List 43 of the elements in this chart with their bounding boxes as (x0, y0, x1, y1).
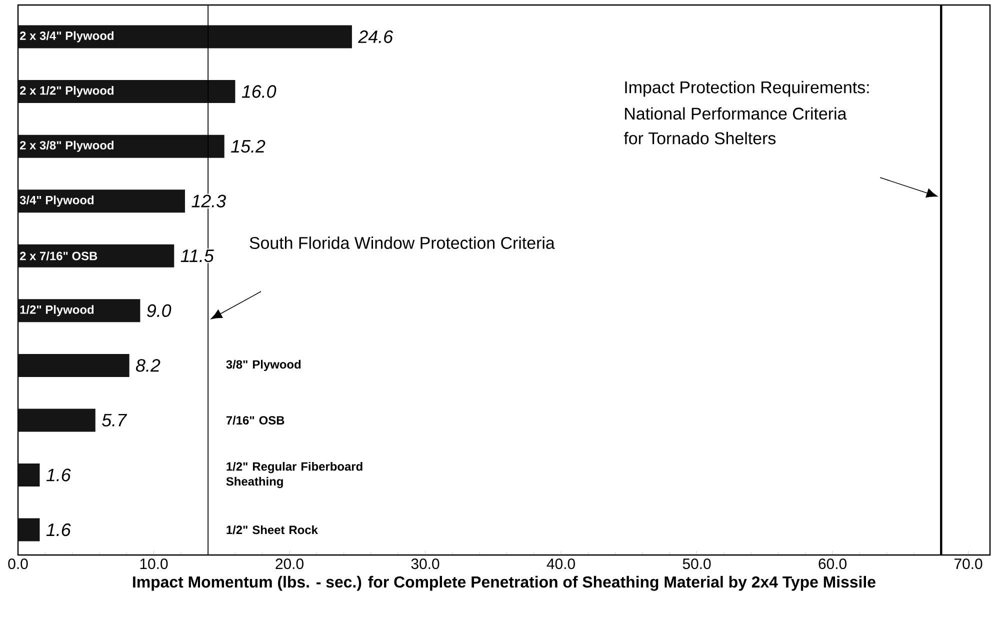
data-label: 1.6 (46, 523, 71, 536)
bar (18, 518, 40, 542)
bar (18, 464, 40, 487)
x-tick-label: 60.0 (818, 558, 846, 570)
y-tick-label: 3/8" Plywood (226, 360, 301, 372)
data-label: 12.3 (192, 194, 226, 208)
bar (18, 80, 236, 104)
x-tick-label: 50.0 (682, 558, 711, 570)
data-label: 5.7 (102, 414, 128, 426)
annotation: South Florida Window Protection Criteria (250, 236, 555, 249)
bar (18, 408, 96, 432)
annotation: National Performance Criteria (625, 107, 847, 120)
data-label: 8.2 (136, 359, 160, 372)
y-tick-label: 1/2" Sheet Rock (226, 525, 318, 534)
annotation: for Tornado Shelters (624, 132, 776, 144)
y-tick-label: 7/16" OSB (226, 416, 284, 425)
y-tick-label: 2 x 3/4" Plywood (20, 31, 114, 42)
data-label: 16.0 (242, 85, 276, 98)
annotation: Impact Protection Requirements: (625, 80, 869, 97)
y-tick-label: 2 x 3/8" Plywood (20, 140, 114, 152)
bar (18, 134, 224, 158)
x-tick-label: 40.0 (546, 558, 575, 570)
bar (18, 354, 130, 377)
x-tick-label: 30.0 (411, 558, 440, 570)
data-label: 9.0 (146, 304, 172, 318)
data-label: 24.6 (358, 30, 394, 44)
bar (18, 190, 185, 213)
x-tick-label: 70.0 (954, 558, 982, 570)
x-axis-title: Impact Momentum (lbs. - sec.) for Complete Penetration of Sheathing Material by 2x4 Type Missile (133, 576, 876, 591)
bar (18, 25, 352, 48)
x-tick-label: 10.0 (140, 558, 168, 570)
y-tick-label: 1/2" Regular Fiberboard Sheathing (226, 462, 362, 488)
data-label: 1.6 (46, 468, 71, 482)
x-tick-label: 20.0 (276, 558, 304, 570)
x-tick-label: 0.0 (8, 558, 28, 570)
data-label: 11.5 (180, 250, 214, 262)
data-label: 15.2 (231, 140, 266, 153)
y-tick-label: 2 x 7/16" OSB (20, 251, 98, 260)
y-tick-label: 3/4" Plywood (20, 196, 94, 207)
bar (18, 244, 174, 268)
bar (18, 299, 140, 322)
y-tick-label: 2 x 1/2" Plywood (20, 86, 114, 98)
y-tick-label: 1/2" Plywood (20, 305, 94, 316)
